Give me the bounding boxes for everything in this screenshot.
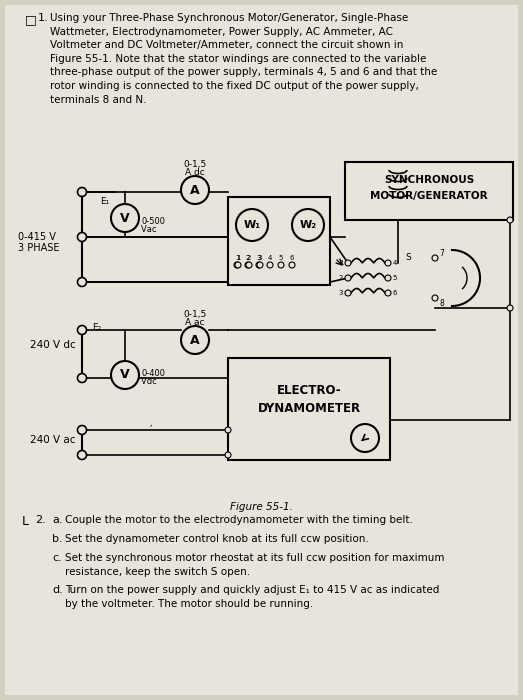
- Text: 1: 1: [235, 255, 239, 261]
- Circle shape: [385, 290, 391, 296]
- Circle shape: [351, 424, 379, 452]
- Text: 1: 1: [339, 260, 343, 266]
- Circle shape: [77, 188, 86, 197]
- Text: 0-400: 0-400: [141, 368, 165, 377]
- Circle shape: [432, 295, 438, 301]
- Text: E₂: E₂: [92, 323, 101, 332]
- Text: □: □: [25, 13, 37, 26]
- Text: 6: 6: [290, 255, 294, 261]
- Circle shape: [234, 262, 240, 268]
- Text: 0-1,5: 0-1,5: [184, 160, 207, 169]
- Text: W₁: W₁: [243, 220, 260, 230]
- Circle shape: [236, 209, 268, 241]
- Circle shape: [77, 426, 86, 435]
- Text: SYNCHRONOUS: SYNCHRONOUS: [384, 175, 474, 185]
- Circle shape: [181, 326, 209, 354]
- Text: 240 V ac: 240 V ac: [30, 435, 75, 445]
- Circle shape: [111, 204, 139, 232]
- Text: 1.: 1.: [38, 13, 49, 23]
- Circle shape: [257, 262, 263, 268]
- Text: E₁: E₁: [100, 197, 109, 206]
- Text: 3: 3: [339, 290, 343, 296]
- Circle shape: [278, 262, 284, 268]
- Text: 4: 4: [268, 255, 272, 261]
- Text: Set the dynamometer control knob at its full ccw position.: Set the dynamometer control knob at its …: [65, 534, 369, 544]
- FancyBboxPatch shape: [5, 5, 518, 695]
- Circle shape: [225, 452, 231, 458]
- Circle shape: [77, 232, 86, 241]
- Text: 1: 1: [236, 255, 240, 261]
- Text: A: A: [190, 333, 200, 346]
- Text: Figure 55-1.: Figure 55-1.: [230, 502, 292, 512]
- Text: 2: 2: [247, 255, 251, 261]
- FancyBboxPatch shape: [228, 197, 330, 285]
- Text: V⁡ac: V⁡ac: [141, 225, 156, 234]
- Text: 2: 2: [339, 275, 343, 281]
- Circle shape: [385, 275, 391, 281]
- Text: a.: a.: [52, 515, 63, 525]
- Circle shape: [111, 361, 139, 389]
- Circle shape: [77, 451, 86, 459]
- Circle shape: [345, 275, 351, 281]
- Text: 0-415 V: 0-415 V: [18, 232, 56, 242]
- Circle shape: [225, 427, 231, 433]
- Text: Turn on the power supply and quickly adjust E₁ to 415 V ac as indicated
by the v: Turn on the power supply and quickly adj…: [65, 585, 439, 608]
- Text: 2: 2: [246, 255, 250, 261]
- Circle shape: [289, 262, 295, 268]
- Circle shape: [345, 260, 351, 266]
- Circle shape: [507, 305, 513, 311]
- Text: W₂: W₂: [300, 220, 316, 230]
- Text: 3: 3: [258, 255, 262, 261]
- Text: 6: 6: [393, 290, 397, 296]
- Circle shape: [77, 326, 86, 335]
- Text: V: V: [120, 211, 130, 225]
- Text: A: A: [190, 183, 200, 197]
- Circle shape: [235, 262, 241, 268]
- Text: A dc: A dc: [185, 168, 205, 177]
- Text: ELECTRO-: ELECTRO-: [277, 384, 342, 396]
- Circle shape: [345, 290, 351, 296]
- FancyBboxPatch shape: [345, 162, 513, 220]
- Text: 3 PHASE: 3 PHASE: [18, 243, 60, 253]
- Text: MOTOR/GENERATOR: MOTOR/GENERATOR: [370, 191, 488, 201]
- Text: 7: 7: [439, 248, 445, 258]
- Circle shape: [432, 255, 438, 261]
- Circle shape: [292, 209, 324, 241]
- Text: I₁: I₁: [188, 176, 194, 185]
- Text: 8: 8: [440, 298, 445, 307]
- Text: A ac: A ac: [185, 318, 204, 327]
- Text: S: S: [405, 253, 411, 262]
- Circle shape: [245, 262, 251, 268]
- Text: 0-500: 0-500: [141, 218, 165, 227]
- Text: 240 V dc: 240 V dc: [30, 340, 76, 350]
- Text: 0-1,5: 0-1,5: [184, 310, 207, 319]
- Text: 4: 4: [393, 260, 397, 266]
- Circle shape: [385, 260, 391, 266]
- Text: ′: ′: [150, 425, 153, 435]
- Text: I₂: I₂: [187, 326, 193, 335]
- Text: c.: c.: [52, 553, 62, 563]
- Text: 5: 5: [393, 275, 397, 281]
- Circle shape: [77, 374, 86, 382]
- Text: Using your Three-Phase Synchronous Motor/Generator, Single-Phase
Wattmeter, Elec: Using your Three-Phase Synchronous Motor…: [50, 13, 437, 104]
- Text: b.: b.: [52, 534, 63, 544]
- Text: 5: 5: [279, 255, 283, 261]
- Circle shape: [256, 262, 262, 268]
- Text: L: L: [22, 515, 29, 528]
- Text: V: V: [120, 368, 130, 382]
- Text: DYNAMOMETER: DYNAMOMETER: [257, 402, 360, 414]
- Circle shape: [507, 217, 513, 223]
- Text: 3: 3: [257, 255, 262, 261]
- Circle shape: [181, 176, 209, 204]
- Circle shape: [77, 277, 86, 286]
- Text: 2.: 2.: [35, 515, 46, 525]
- Text: Set the synchronous motor rheostat at its full ccw position for maximum
resistan: Set the synchronous motor rheostat at it…: [65, 553, 445, 577]
- Text: d.: d.: [52, 585, 63, 595]
- Text: Couple the motor to the electrodynamometer with the timing belt.: Couple the motor to the electrodynamomet…: [65, 515, 413, 525]
- Text: V⁡dc: V⁡dc: [141, 377, 157, 386]
- Circle shape: [246, 262, 252, 268]
- FancyBboxPatch shape: [228, 358, 390, 460]
- Circle shape: [267, 262, 273, 268]
